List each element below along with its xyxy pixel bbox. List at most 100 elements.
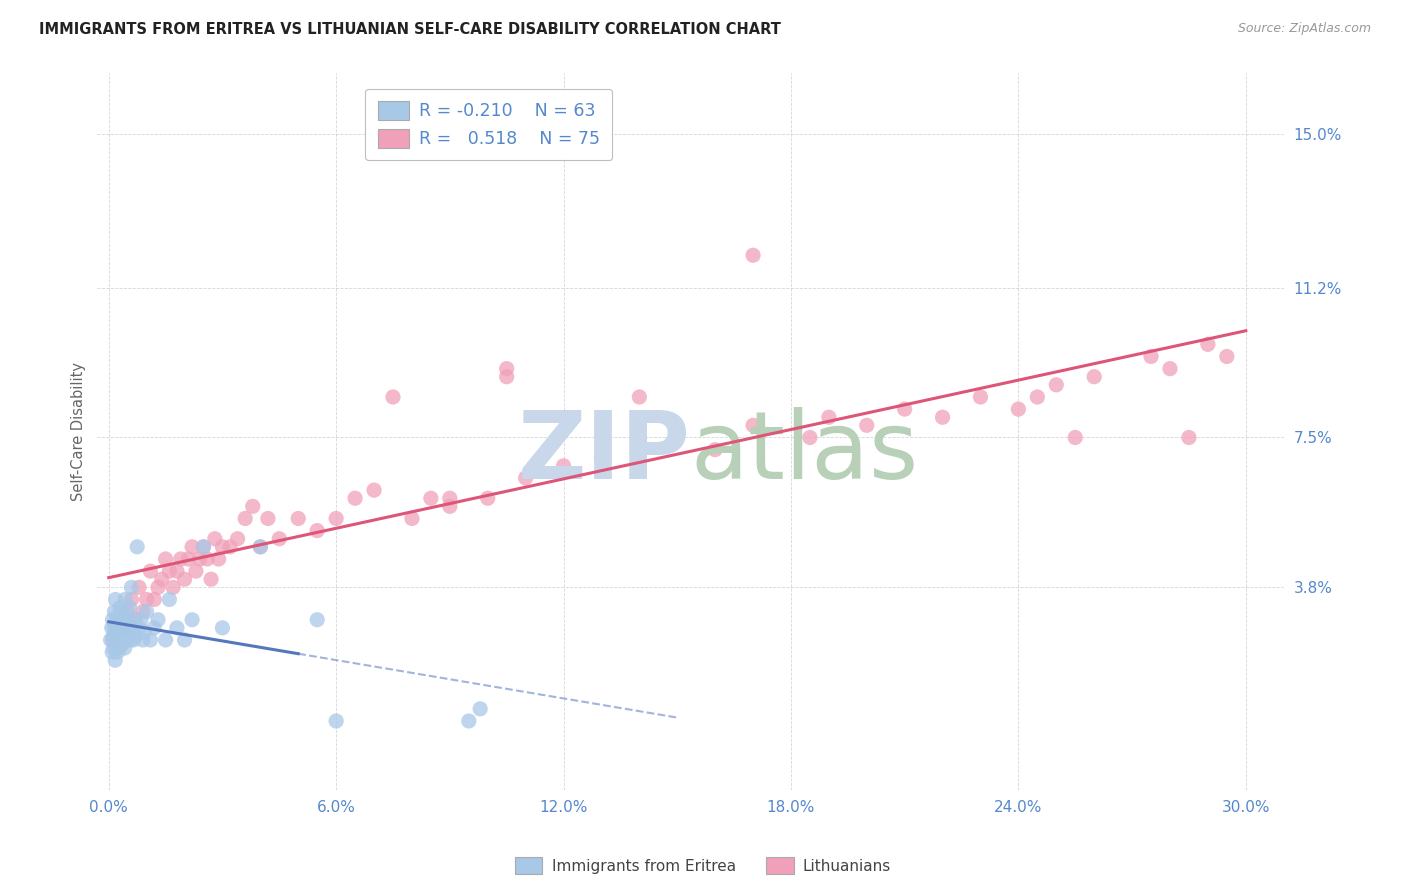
Point bbox=[101, 645, 124, 659]
Point bbox=[166, 564, 188, 578]
Legend: Immigrants from Eritrea, Lithuanians: Immigrants from Eritrea, Lithuanians bbox=[509, 851, 897, 880]
Point bbox=[129, 613, 152, 627]
Point bbox=[742, 248, 765, 262]
Point bbox=[166, 621, 188, 635]
Point bbox=[104, 632, 127, 647]
Point bbox=[110, 632, 132, 647]
Point bbox=[226, 532, 249, 546]
Point bbox=[115, 632, 138, 647]
Point bbox=[553, 458, 575, 473]
Point bbox=[208, 552, 231, 566]
Point bbox=[104, 653, 127, 667]
Point bbox=[124, 629, 146, 643]
Point bbox=[103, 605, 125, 619]
Point bbox=[111, 637, 134, 651]
Point bbox=[120, 632, 142, 647]
Point bbox=[1064, 430, 1087, 444]
Point bbox=[146, 580, 169, 594]
Point bbox=[495, 369, 517, 384]
Point bbox=[114, 592, 136, 607]
Text: IMMIGRANTS FROM ERITREA VS LITHUANIAN SELF-CARE DISABILITY CORRELATION CHART: IMMIGRANTS FROM ERITREA VS LITHUANIAN SE… bbox=[39, 22, 782, 37]
Point bbox=[128, 580, 150, 594]
Point bbox=[112, 621, 135, 635]
Point bbox=[132, 605, 155, 619]
Point bbox=[105, 637, 128, 651]
Point bbox=[181, 613, 204, 627]
Point bbox=[118, 600, 141, 615]
Point bbox=[363, 483, 385, 497]
Point bbox=[173, 572, 195, 586]
Point bbox=[105, 629, 128, 643]
Point bbox=[257, 511, 280, 525]
Point bbox=[146, 613, 169, 627]
Point bbox=[117, 624, 139, 639]
Point bbox=[103, 641, 125, 656]
Point bbox=[104, 592, 127, 607]
Point bbox=[155, 552, 177, 566]
Point bbox=[110, 613, 132, 627]
Point bbox=[307, 613, 329, 627]
Point bbox=[114, 641, 136, 656]
Point bbox=[173, 632, 195, 647]
Point bbox=[184, 564, 207, 578]
Point bbox=[108, 600, 131, 615]
Point bbox=[100, 632, 122, 647]
Point bbox=[893, 402, 915, 417]
Point bbox=[107, 608, 129, 623]
Point bbox=[931, 410, 953, 425]
Point bbox=[124, 613, 146, 627]
Point bbox=[1083, 369, 1105, 384]
Y-axis label: Self-Care Disability: Self-Care Disability bbox=[72, 362, 86, 501]
Point bbox=[439, 491, 461, 506]
Point bbox=[107, 621, 129, 635]
Point bbox=[170, 552, 193, 566]
Point bbox=[1178, 430, 1201, 444]
Point bbox=[127, 540, 149, 554]
Point bbox=[233, 511, 256, 525]
Point bbox=[666, 430, 689, 444]
Point bbox=[121, 580, 143, 594]
Point bbox=[1140, 350, 1163, 364]
Point bbox=[132, 632, 155, 647]
Point bbox=[103, 629, 125, 643]
Point bbox=[470, 702, 492, 716]
Point bbox=[117, 613, 139, 627]
Point bbox=[704, 442, 727, 457]
Point bbox=[107, 645, 129, 659]
Point bbox=[1159, 361, 1181, 376]
Point bbox=[325, 511, 347, 525]
Point bbox=[401, 511, 423, 525]
Point bbox=[114, 621, 136, 635]
Point bbox=[134, 624, 156, 639]
Point bbox=[515, 471, 537, 485]
Point bbox=[121, 621, 143, 635]
Point bbox=[193, 540, 215, 554]
Point bbox=[108, 641, 131, 656]
Point bbox=[307, 524, 329, 538]
Point bbox=[287, 511, 309, 525]
Point bbox=[157, 592, 180, 607]
Text: ZIP: ZIP bbox=[517, 407, 690, 499]
Point bbox=[855, 418, 877, 433]
Point bbox=[104, 624, 127, 639]
Point bbox=[742, 418, 765, 433]
Point bbox=[200, 572, 222, 586]
Point bbox=[269, 532, 291, 546]
Point bbox=[112, 629, 135, 643]
Point bbox=[135, 592, 157, 607]
Point bbox=[128, 621, 150, 635]
Point bbox=[591, 450, 613, 465]
Point bbox=[101, 632, 124, 647]
Point bbox=[155, 632, 177, 647]
Point bbox=[628, 442, 651, 457]
Legend: R = -0.210    N = 63, R =   0.518    N = 75: R = -0.210 N = 63, R = 0.518 N = 75 bbox=[366, 89, 613, 161]
Point bbox=[193, 540, 215, 554]
Point bbox=[110, 624, 132, 639]
Point bbox=[122, 632, 145, 647]
Point bbox=[112, 605, 135, 619]
Point bbox=[188, 552, 211, 566]
Point bbox=[457, 714, 479, 728]
Point bbox=[495, 361, 517, 376]
Point bbox=[969, 390, 991, 404]
Point bbox=[325, 714, 347, 728]
